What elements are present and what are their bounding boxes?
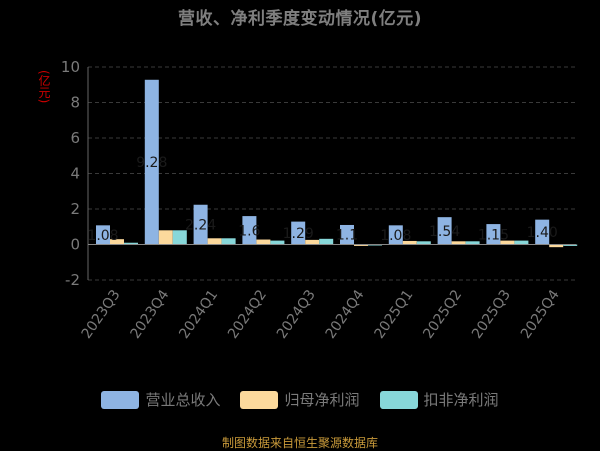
- bar-2025Q3-0: [486, 224, 501, 245]
- legend-swatch-net-profit: [240, 390, 279, 409]
- x-tick-label: 2023Q3: [79, 287, 124, 342]
- data-label-2025Q2: 1.54: [429, 224, 460, 240]
- bar-2024Q2-0: [242, 216, 257, 245]
- x-tick-label: 2025Q2: [420, 287, 465, 342]
- legend-swatch-revenue: [101, 390, 140, 409]
- data-label-2025Q3: 1.15: [478, 227, 509, 243]
- bar-2024Q3-0: [291, 221, 306, 245]
- data-label-2024Q1: 2.24: [185, 218, 216, 234]
- x-tick-label: 2024Q2: [225, 287, 270, 342]
- y-tick-label: 2: [70, 200, 80, 218]
- bar-2024Q4-0: [340, 224, 354, 245]
- bar-2025Q3-2: [514, 240, 529, 245]
- y-axis-unit-label: (亿元): [37, 70, 51, 104]
- bar-2024Q3-1: [305, 239, 320, 245]
- y-tick-label: 6: [70, 129, 80, 147]
- x-tick-label: 2024Q3: [274, 287, 319, 342]
- data-label-2025Q4: 1.40: [527, 225, 558, 241]
- legend-swatch-deducted-profit: [379, 390, 418, 409]
- legend-label-deducted-profit: 扣非净利润: [423, 391, 499, 409]
- y-tick-label: 8: [70, 94, 80, 112]
- legend: 营业总收入 归母净利润 扣非净利润: [0, 389, 600, 410]
- legend-item-revenue[interactable]: 营业总收入: [101, 389, 220, 410]
- bar-2024Q4-1: [354, 244, 368, 246]
- bar-2025Q2-1: [451, 241, 466, 245]
- x-tick-label: 2025Q1: [372, 287, 417, 342]
- legend-item-deducted-profit[interactable]: 扣非净利润: [379, 389, 499, 410]
- bar-2025Q2-2: [465, 241, 480, 245]
- data-label-2024Q3: 1.29: [283, 226, 314, 242]
- y-tick-label: -2: [65, 271, 80, 289]
- chart-title: 营收、净利季度变动情况(亿元): [177, 9, 423, 29]
- data-label-2025Q1: 1.08: [380, 228, 411, 244]
- bar-2023Q3-1: [110, 239, 124, 245]
- data-label-2023Q3: 1.08: [87, 228, 118, 244]
- y-tick-label: 10: [61, 58, 80, 76]
- bar-2024Q2-2: [270, 240, 285, 245]
- x-tick-label: 2025Q4: [518, 287, 563, 342]
- bar-2024Q1-0: [193, 204, 208, 245]
- bar-2025Q4-2: [563, 244, 578, 246]
- legend-item-net-profit[interactable]: 归母净利润: [240, 389, 360, 410]
- bar-2024Q3-2: [319, 238, 334, 245]
- bar-2023Q4-0: [144, 79, 159, 245]
- data-label-2024Q2: 1.6: [238, 223, 260, 239]
- data-source-footer: 制图数据来自恒生聚源数据库: [221, 436, 378, 450]
- bar-2025Q2-0: [437, 217, 452, 245]
- bar-2025Q4-0: [535, 219, 550, 245]
- x-tick-label: 2024Q4: [323, 287, 368, 342]
- y-tick-label: 4: [70, 165, 80, 183]
- bar-2025Q4-1: [549, 244, 564, 248]
- data-label-2024Q4: 1.1: [336, 228, 358, 244]
- legend-label-net-profit: 归母净利润: [284, 391, 360, 409]
- x-tick-label: 2024Q1: [176, 287, 221, 342]
- bar-2023Q3-0: [96, 225, 110, 245]
- bar-2023Q3-2: [124, 242, 138, 245]
- legend-label-revenue: 营业总收入: [145, 391, 221, 409]
- bar-2025Q3-1: [500, 240, 515, 245]
- y-tick-label: 0: [70, 236, 80, 254]
- bar-2024Q1-2: [221, 238, 236, 245]
- data-label-2023Q4: 9.28: [136, 155, 167, 171]
- bar-2025Q1-1: [402, 240, 417, 245]
- x-tick-label: 2025Q3: [469, 287, 514, 342]
- bar-2024Q2-1: [256, 239, 271, 245]
- bar-2024Q1-1: [207, 238, 222, 245]
- bar-2025Q1-2: [416, 241, 431, 245]
- bar-2023Q4-1: [158, 230, 173, 245]
- x-tick-label: 2023Q4: [128, 287, 173, 342]
- bar-2023Q4-2: [172, 230, 187, 245]
- bar-2025Q1-0: [388, 225, 403, 245]
